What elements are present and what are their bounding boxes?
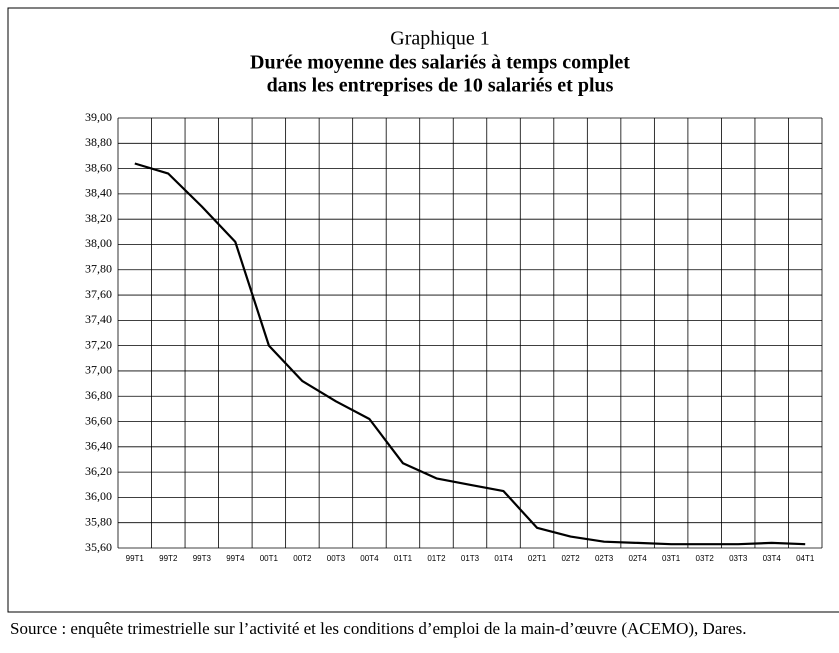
x-tick-label: 99T4	[226, 554, 245, 563]
x-tick-label: 00T2	[293, 554, 312, 563]
y-tick-label: 37,40	[85, 312, 112, 326]
x-tick-label: 03T4	[763, 554, 782, 563]
x-tick-label: 03T1	[662, 554, 681, 563]
x-tick-label: 00T1	[260, 554, 279, 563]
x-tick-label: 02T3	[595, 554, 614, 563]
y-tick-label: 35,80	[85, 514, 112, 528]
x-tick-label: 00T3	[327, 554, 346, 563]
chart-subtitle: dans les entreprises de 10 salariés et p…	[267, 75, 614, 97]
data-line	[134, 162, 806, 546]
x-tick-label: 03T3	[729, 554, 748, 563]
frame	[7, 7, 839, 613]
y-tick-label: 38,60	[85, 160, 112, 174]
y-tick-label: 38,20	[85, 211, 112, 225]
x-tick-label: 99T1	[126, 554, 145, 563]
source-note: Source : enquête trimestrielle sur l’act…	[10, 619, 747, 638]
x-tick-label: 01T4	[494, 554, 513, 563]
x-tick-label: 02T1	[528, 554, 547, 563]
y-tick-label: 36,60	[85, 413, 112, 427]
y-tick-label: 37,60	[85, 287, 112, 301]
y-tick-label: 37,00	[85, 363, 112, 377]
y-tick-label: 35,60	[85, 540, 112, 554]
y-tick-label: 39,00	[85, 110, 112, 124]
x-tick-label: 01T1	[394, 554, 413, 563]
chart-subtitle: Durée moyenne des salariés à temps compl…	[250, 52, 630, 74]
y-tick-label: 36,20	[85, 464, 112, 478]
x-tick-label: 00T4	[360, 554, 379, 563]
y-tick-label: 36,00	[85, 489, 112, 503]
y-tick-label: 37,20	[85, 337, 112, 351]
y-tick-label: 36,80	[85, 388, 112, 402]
x-tick-label: 99T3	[193, 554, 212, 563]
x-tick-label: 04T1	[796, 554, 815, 563]
y-tick-label: 38,00	[85, 236, 112, 250]
y-tick-label: 36,40	[85, 439, 112, 453]
x-tick-label: 01T2	[427, 554, 446, 563]
y-tick-label: 37,80	[85, 262, 112, 276]
y-tick-label: 38,40	[85, 186, 112, 200]
x-tick-label: 99T2	[159, 554, 178, 563]
x-tick-label: 02T4	[629, 554, 648, 563]
x-tick-label: 03T2	[696, 554, 715, 563]
x-tick-label: 01T3	[461, 554, 480, 563]
x-tick-label: 02T2	[561, 554, 580, 563]
y-tick-label: 38,80	[85, 135, 112, 149]
chart-title: Graphique 1	[390, 28, 489, 50]
